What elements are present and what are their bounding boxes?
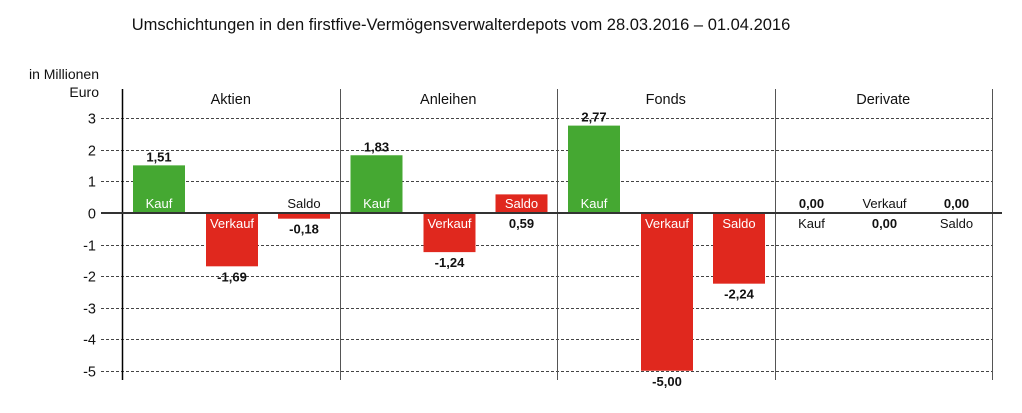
y-tick-label: 2 xyxy=(88,144,96,160)
bar-category-label: Saldo xyxy=(505,196,538,211)
bar-category-label: Verkauf xyxy=(645,216,689,231)
bar-category-label: Saldo xyxy=(940,216,973,231)
y-tick-label: 0 xyxy=(88,207,96,223)
bar-value-label: 1,83 xyxy=(364,139,389,154)
bar xyxy=(278,213,330,219)
y-tick-label: -5 xyxy=(83,365,96,381)
bar-value-label: -2,24 xyxy=(724,287,754,302)
bar-value-label: -5,00 xyxy=(652,374,682,389)
bar-category-label: Verkauf xyxy=(862,196,906,211)
bar-category-label: Saldo xyxy=(287,196,320,211)
labels: 3 2 1 0 -1 -2 -3 -4 -5 Aktien 1,51 Kauf -1,69 Verkauf… xyxy=(83,92,973,389)
bar xyxy=(350,155,403,213)
bar-value-label: 2,77 xyxy=(581,110,606,125)
y-tick-label: -1 xyxy=(83,239,96,255)
bar-category-label: Kauf xyxy=(146,196,173,211)
category-label: Anleihen xyxy=(420,92,476,108)
bar-value-label: 0,00 xyxy=(944,196,969,211)
bar-category-label: Kauf xyxy=(581,196,608,211)
bar xyxy=(568,125,620,213)
y-tick-label: 3 xyxy=(88,112,96,128)
bar-category-label: Saldo xyxy=(722,216,755,231)
bar-category-label: Verkauf xyxy=(210,216,254,231)
bar xyxy=(206,213,258,267)
bar-value-label: 0,00 xyxy=(799,196,824,211)
y-tick-label: -2 xyxy=(83,270,96,286)
bar-value-label: -0,18 xyxy=(289,222,319,237)
bar-category-label: Kauf xyxy=(363,196,390,211)
bar-value-label: 0,00 xyxy=(872,216,897,231)
bar xyxy=(641,213,693,371)
bar-value-label: 0,59 xyxy=(509,216,534,231)
bars xyxy=(133,125,765,371)
bar xyxy=(423,213,476,253)
category-label: Aktien xyxy=(211,92,251,108)
bar xyxy=(133,165,185,213)
bar-value-label: 1,51 xyxy=(146,149,171,164)
y-axis-label-line2: Euro xyxy=(69,84,99,100)
gridlines xyxy=(101,118,992,372)
bar-category-label: Verkauf xyxy=(427,216,471,231)
y-tick-label: -3 xyxy=(83,302,96,318)
bar-category-label: Kauf xyxy=(798,216,825,231)
bar xyxy=(495,194,548,213)
category-label: Fonds xyxy=(646,92,686,108)
y-tick-label: 1 xyxy=(88,175,96,191)
y-axis-label-line1: in Millionen xyxy=(29,66,99,82)
group-dividers xyxy=(121,89,993,380)
bar xyxy=(713,213,765,284)
category-label: Derivate xyxy=(856,92,910,108)
y-tick-label: -4 xyxy=(83,333,96,349)
chart-title: Umschichtungen in den firstfive-Vermögen… xyxy=(132,16,791,34)
bar-value-label: -1,24 xyxy=(435,255,465,270)
bar-value-label: -1,69 xyxy=(217,269,247,284)
